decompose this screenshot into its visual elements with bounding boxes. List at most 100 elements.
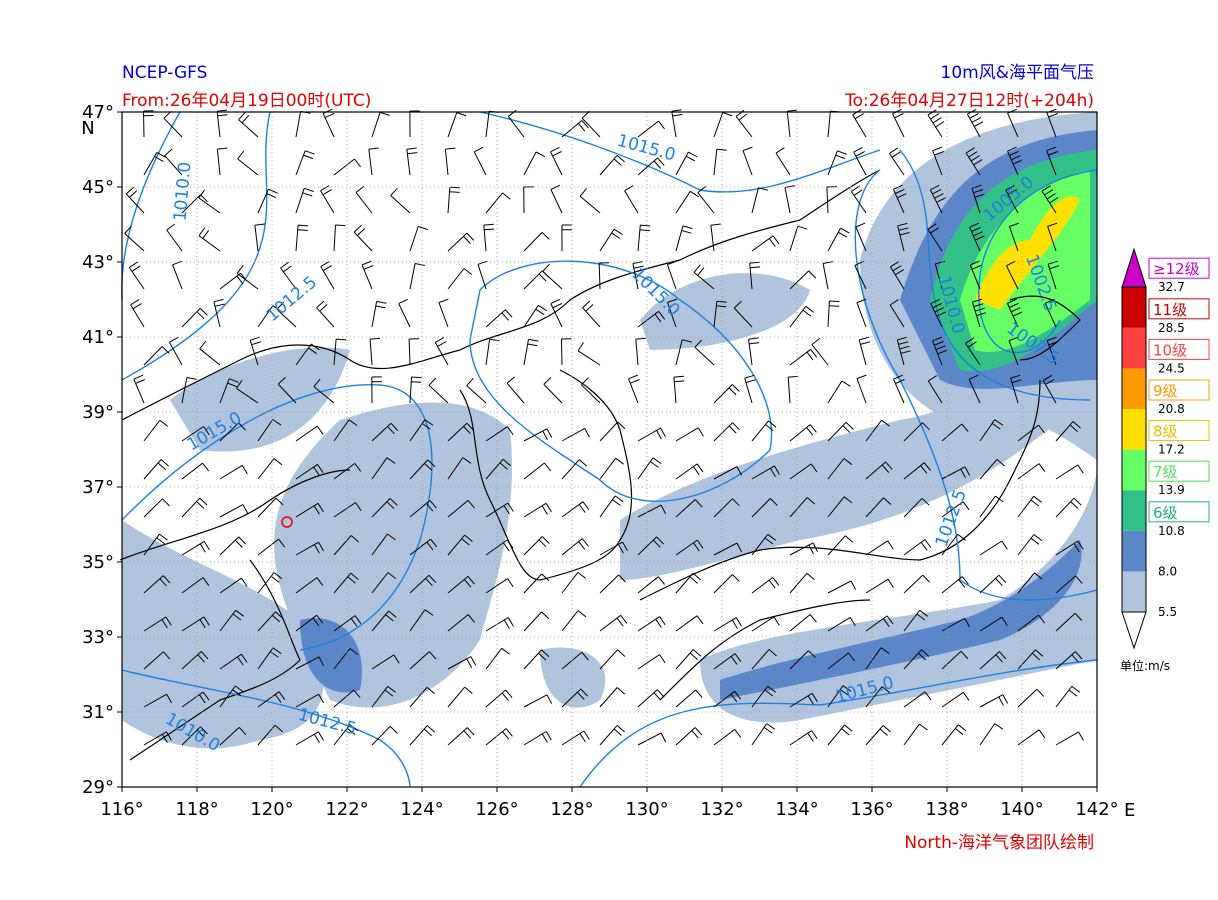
- graticule: [117, 111, 1098, 792]
- wind-barb: [143, 419, 169, 442]
- wind-barb: [713, 542, 743, 556]
- wind-barb: [927, 223, 943, 252]
- wind-barb: [473, 146, 487, 176]
- wind-barb: [143, 575, 171, 594]
- wind-barb: [713, 653, 742, 670]
- wind-barb: [710, 223, 721, 252]
- wind-barb: [775, 147, 791, 176]
- wind-barb: [447, 457, 472, 480]
- wind-barb: [675, 225, 693, 252]
- wind-barb: [897, 222, 910, 252]
- wind-barb: [181, 577, 210, 594]
- wind-barb: [295, 577, 324, 594]
- wind-barb: [1055, 497, 1082, 518]
- wind-barb: [826, 186, 837, 214]
- wind-barb: [969, 260, 982, 290]
- wind-barb: [130, 299, 145, 328]
- wind-barb: [581, 377, 601, 404]
- wind-barb: [219, 727, 247, 746]
- wind-barb: [822, 261, 833, 290]
- grade-box: [1148, 420, 1210, 442]
- wind-barb: [827, 458, 853, 480]
- wind-barb: [561, 610, 587, 632]
- wind-barb: [371, 726, 398, 746]
- wind-barb: [409, 609, 434, 632]
- wind-barb: [257, 419, 282, 442]
- wind-barb: [671, 109, 683, 138]
- wind-barb: [409, 574, 437, 594]
- wind-barb: [447, 656, 477, 670]
- wind-barb: [409, 225, 428, 252]
- wind-barb: [673, 375, 685, 404]
- wind-barb: [295, 425, 324, 442]
- wind-barb: [320, 185, 335, 214]
- wind-barb: [827, 535, 854, 556]
- wind-barb: [1055, 651, 1083, 670]
- wind-barb: [827, 685, 852, 708]
- wind-barb: [932, 336, 948, 366]
- wind-barb: [1041, 185, 1059, 214]
- wind-barb: [333, 338, 347, 366]
- colorbar-level: 20.8: [1158, 402, 1185, 416]
- wind-barb: [1042, 374, 1057, 404]
- colorbar-segment: [1122, 490, 1146, 531]
- wind-barb: [125, 186, 145, 214]
- wind-barb: [295, 224, 309, 252]
- wind-barb: [398, 298, 411, 328]
- wind-barb: [941, 691, 970, 708]
- wind-barb: [599, 228, 623, 252]
- location-marker: [281, 516, 293, 528]
- wind-barb: [865, 578, 894, 594]
- wind-barb: [444, 147, 456, 176]
- wind-barb: [637, 224, 651, 252]
- wind-barb: [599, 614, 628, 632]
- wind-barb: [889, 261, 905, 290]
- wind-barb: [199, 340, 221, 366]
- grade-box: [1148, 298, 1210, 320]
- wind-barb: [257, 691, 286, 708]
- wind-barb: [219, 378, 239, 404]
- colorbar-segment: [1122, 409, 1146, 450]
- grade-label: 10级: [1153, 341, 1187, 359]
- wind-barb: [561, 338, 572, 366]
- wind-barb: [713, 422, 740, 442]
- wind-barb: [371, 498, 398, 518]
- wind-barb: [941, 423, 969, 442]
- lon-tick-label: 130°: [625, 799, 668, 820]
- wind-barb: [485, 539, 514, 556]
- wind-barb: [827, 652, 855, 670]
- wind-barb: [637, 616, 666, 632]
- wind-barb: [181, 651, 209, 670]
- wind-barb: [295, 187, 314, 214]
- wind-barb: [313, 378, 335, 404]
- wind-barb: [903, 649, 930, 670]
- wind-barb: [371, 572, 397, 594]
- wind-barb: [856, 374, 867, 404]
- wind-barb: [856, 298, 867, 328]
- wind-barb: [675, 572, 701, 594]
- wind-barb: [143, 459, 169, 480]
- wind-barb: [447, 232, 475, 252]
- wind-barb: [333, 689, 361, 708]
- wind-barb: [406, 147, 418, 176]
- wind-barb: [789, 730, 818, 746]
- wind-barb: [216, 109, 228, 138]
- wind-barb: [789, 348, 818, 366]
- wind-barb: [903, 691, 932, 708]
- wind-barb: [577, 342, 601, 366]
- wind-barb: [133, 374, 145, 404]
- wind-barb: [865, 461, 893, 480]
- wind-barb: [295, 731, 324, 746]
- wind-barb: [254, 223, 265, 252]
- wind-barb: [485, 426, 514, 442]
- wind-barb: [447, 534, 473, 556]
- wind-barb: [855, 222, 867, 252]
- wind-barb: [561, 224, 572, 252]
- wind-barb: [1055, 540, 1084, 556]
- wind-barb: [1005, 184, 1019, 214]
- wind-barb: [168, 336, 183, 366]
- wind-barb: [786, 109, 798, 138]
- wind-barb: [143, 693, 173, 708]
- wind-barb: [599, 574, 626, 594]
- wind-barb: [930, 298, 947, 328]
